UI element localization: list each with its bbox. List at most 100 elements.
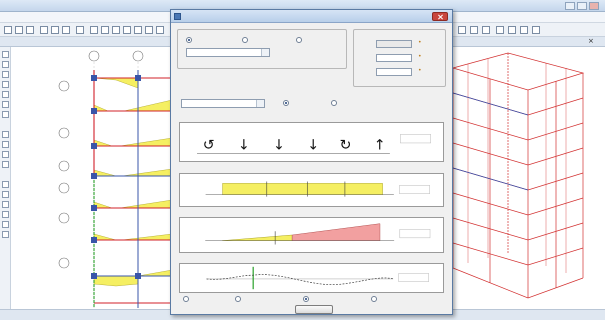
component-select[interactable] xyxy=(181,99,265,108)
location-group: • • • xyxy=(353,29,446,87)
footer-option-radio-3[interactable] xyxy=(303,296,309,302)
3d-frame-structure xyxy=(451,52,585,299)
draw-rectangle-icon[interactable] xyxy=(2,101,9,108)
snap-perpendicular-icon[interactable] xyxy=(2,211,9,218)
redo-icon[interactable] xyxy=(51,26,59,34)
elevation-view[interactable] xyxy=(12,48,182,308)
grid-bubble-7 xyxy=(58,80,70,92)
chevron-down-icon xyxy=(256,100,264,107)
load-case-group xyxy=(177,29,347,69)
draw-dimension-icon[interactable] xyxy=(496,26,504,34)
snap-lines-icon[interactable] xyxy=(2,221,9,228)
grid-bubble-5 xyxy=(58,160,70,172)
new-icon[interactable] xyxy=(4,26,12,34)
joint-a-1[interactable] xyxy=(91,75,97,81)
draw-area-icon[interactable] xyxy=(470,26,478,34)
joint-a-6[interactable] xyxy=(91,237,97,243)
dialog-close-button[interactable] xyxy=(432,12,448,21)
location-field-3[interactable] xyxy=(376,68,412,76)
joint-b-1[interactable] xyxy=(135,75,141,81)
3d-model-view[interactable] xyxy=(448,48,605,308)
force-arrow-1: ↺ xyxy=(203,138,215,154)
pan-icon[interactable] xyxy=(123,26,131,34)
joint-a-7[interactable] xyxy=(91,273,97,279)
grid-bubble-b xyxy=(132,50,144,62)
display-option-radio-2[interactable] xyxy=(331,100,337,106)
pointer-icon[interactable] xyxy=(2,51,9,58)
snap-intersections-icon[interactable] xyxy=(2,201,9,208)
footer-option-radio-2[interactable] xyxy=(235,296,241,302)
draw-frame-icon[interactable] xyxy=(458,26,466,34)
select-all-icon[interactable] xyxy=(2,131,9,138)
draw-quick-area-icon[interactable] xyxy=(2,111,9,118)
footer-option-radio-4[interactable] xyxy=(371,296,377,302)
moment-diagram-level-5 xyxy=(119,137,173,147)
grid-bubble-2 xyxy=(58,257,70,269)
minimize-button[interactable] xyxy=(565,2,575,10)
draw-line-icon[interactable] xyxy=(2,81,9,88)
equilibrium-plot: ↺ ↓ ↓ ↓ ↻ ↑ xyxy=(179,122,444,162)
zoom-next-icon[interactable] xyxy=(156,26,164,34)
dialog-app-icon xyxy=(174,13,181,20)
shear-fill xyxy=(222,183,383,195)
joint-a-4[interactable] xyxy=(91,173,97,179)
joint-b-7[interactable] xyxy=(135,273,141,279)
location-unit-1: • xyxy=(418,39,422,46)
dialog-title-bar xyxy=(171,10,452,23)
clear-selection-icon[interactable] xyxy=(2,151,9,158)
intersecting-line-icon[interactable] xyxy=(2,161,9,168)
select-previous-icon[interactable] xyxy=(2,141,9,148)
moment-positive-fill xyxy=(222,234,293,241)
moment-diagram-level-1 xyxy=(93,77,139,89)
joint-a-2[interactable] xyxy=(91,108,97,114)
load-case-radio-1[interactable] xyxy=(186,37,192,43)
grid-bubble-3 xyxy=(58,212,70,224)
shear-readout xyxy=(399,185,430,194)
lock-icon[interactable] xyxy=(62,26,70,34)
joint-a-5[interactable] xyxy=(91,205,97,211)
display-option-radio-1[interactable] xyxy=(283,100,289,106)
load-case-select[interactable] xyxy=(186,48,270,57)
joint-a-3[interactable] xyxy=(91,143,97,149)
moment-diagram-level-13 xyxy=(137,269,173,277)
moment-diagram-level-9 xyxy=(119,199,173,209)
snap-grid-icon[interactable] xyxy=(2,231,9,238)
chevron-down-icon xyxy=(261,49,269,56)
close-window-button[interactable] xyxy=(589,2,599,10)
snap-points-icon[interactable] xyxy=(2,181,9,188)
done-button[interactable] xyxy=(295,305,333,314)
draw-section-cut-icon[interactable] xyxy=(482,26,490,34)
maximize-button[interactable] xyxy=(577,2,587,10)
moment-diagram-level-11 xyxy=(121,233,173,241)
draw-reference-icon[interactable] xyxy=(508,26,516,34)
force-arrow-6: ↑ xyxy=(374,138,386,154)
load-case-radio-2[interactable] xyxy=(242,37,248,43)
draw-special-joint-icon[interactable] xyxy=(520,26,528,34)
draw-joint-icon[interactable] xyxy=(2,71,9,78)
moment-diagram-level-7 xyxy=(121,168,173,177)
save-icon[interactable] xyxy=(26,26,34,34)
quick-draw-icon[interactable] xyxy=(532,26,540,34)
undo-icon[interactable] xyxy=(40,26,48,34)
close-view-icon[interactable]: × xyxy=(588,37,594,45)
open-icon[interactable] xyxy=(15,26,23,34)
zoom-in-icon[interactable] xyxy=(90,26,98,34)
grid-bubble-4 xyxy=(58,182,70,194)
zoom-extents-icon[interactable] xyxy=(134,26,142,34)
moment-diagram-level-12 xyxy=(93,275,139,287)
run-analysis-icon[interactable] xyxy=(76,26,84,34)
diagram-for-frame-dialog: • • • ↺ ↓ ↓ ↓ ↻ ↑ xyxy=(170,9,453,315)
zoom-window-icon[interactable] xyxy=(112,26,120,34)
reshape-icon[interactable] xyxy=(2,61,9,68)
load-case-radio-3[interactable] xyxy=(296,37,302,43)
shear-diagram xyxy=(179,173,444,207)
location-field-1[interactable] xyxy=(376,40,412,48)
draw-poly-icon[interactable] xyxy=(2,91,9,98)
zoom-out-icon[interactable] xyxy=(101,26,109,34)
snap-ends-icon[interactable] xyxy=(2,191,9,198)
deflection-readout xyxy=(398,273,429,282)
location-unit-3: • xyxy=(418,67,422,74)
location-field-2[interactable] xyxy=(376,54,412,62)
footer-option-radio-1[interactable] xyxy=(183,296,189,302)
zoom-previous-icon[interactable] xyxy=(145,26,153,34)
